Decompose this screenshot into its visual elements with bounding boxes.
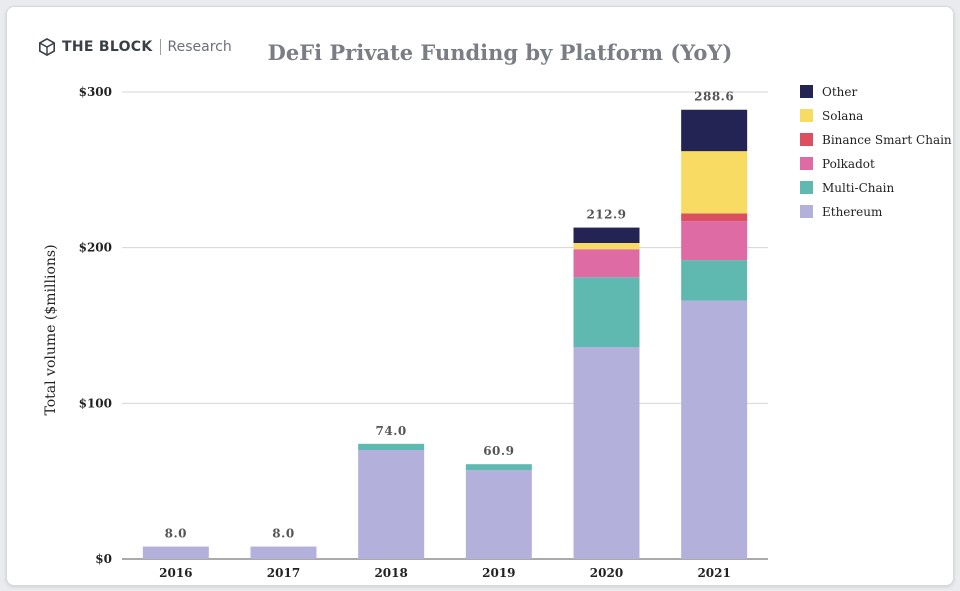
legend-swatch [800,133,813,146]
bar-segment-polkadot-2021 [681,221,748,261]
bars: 8.0 8.0 74.0 60.9 212.9 288.6 [142,90,748,559]
bar-total-label: 8.0 [165,527,187,541]
legend-item-label: Binance Smart Chain [822,133,952,147]
bar-total-label: 60.9 [483,444,514,458]
bar-total-label: 212.9 [586,208,626,222]
x-axis: 2016 2017 2018 2019 2020 2021 [159,566,731,580]
legend-swatch [800,181,813,194]
bar-segment-polkadot-2020 [573,249,640,278]
legend-item-label: Solana [822,109,863,123]
bar-total-label: 288.6 [694,90,734,104]
legend-item-label: Other [822,85,857,99]
gridlines [122,91,768,560]
bar-segment-ethereum-2017 [250,546,317,559]
brand-name: THE BLOCK [62,39,153,55]
chart-title: DeFi Private Funding by Platform (YoY) [267,40,733,65]
y-tick-label: $200 [79,241,112,255]
bar-segment-ethereum-2018 [358,450,425,559]
legend-swatch [800,109,813,122]
bar-segment-multi-chain-2021 [681,260,748,301]
brand-subtitle: Research [167,39,232,55]
legend-item-label: Polkadot [822,157,875,171]
bar-segment-ethereum-2019 [465,470,532,559]
bar-segment-multi-chain-2019 [465,464,532,471]
bar-total-label: 74.0 [376,424,407,438]
x-tick-label: 2020 [590,566,623,580]
x-tick-label: 2018 [374,566,407,580]
x-tick-label: 2017 [267,566,300,580]
bar-segment-other-2020 [573,227,640,243]
legend: Other Solana Binance Smart Chain Polkadot Mu… [800,85,952,219]
bar-segment-other-2021 [681,109,748,152]
legend-item-label: Multi-Chain [822,181,894,195]
brand-separator [159,39,161,55]
bar-segment-ethereum-2020 [573,347,640,559]
bar-total-label: 8.0 [272,527,294,541]
brand-logo: THE BLOCK Research [38,38,232,56]
legend-swatch [800,205,813,218]
bar-segment-multi-chain-2018 [358,443,425,451]
legend-swatch [800,85,813,98]
bar-segment-binance-smart-chain-2021 [681,213,748,222]
bar-segment-ethereum-2021 [681,300,748,559]
legend-swatch [800,157,813,170]
x-tick-label: 2016 [159,566,192,580]
bar-segment-multi-chain-2020 [573,277,640,348]
y-tick-label: $300 [79,85,112,99]
y-axis: $0 $100 $200 $300 [79,85,112,566]
legend-item-label: Ethereum [822,205,883,219]
y-axis-label: Total volume ($millions) [43,244,59,415]
bar-segment-ethereum-2016 [142,546,209,559]
bar-segment-solana-2020 [573,242,640,250]
x-tick-label: 2021 [697,566,730,580]
cube-logo-icon [38,38,56,56]
y-tick-label: $0 [95,552,112,566]
bar-segment-solana-2021 [681,151,748,214]
x-tick-label: 2019 [482,566,515,580]
y-tick-label: $100 [79,396,112,410]
